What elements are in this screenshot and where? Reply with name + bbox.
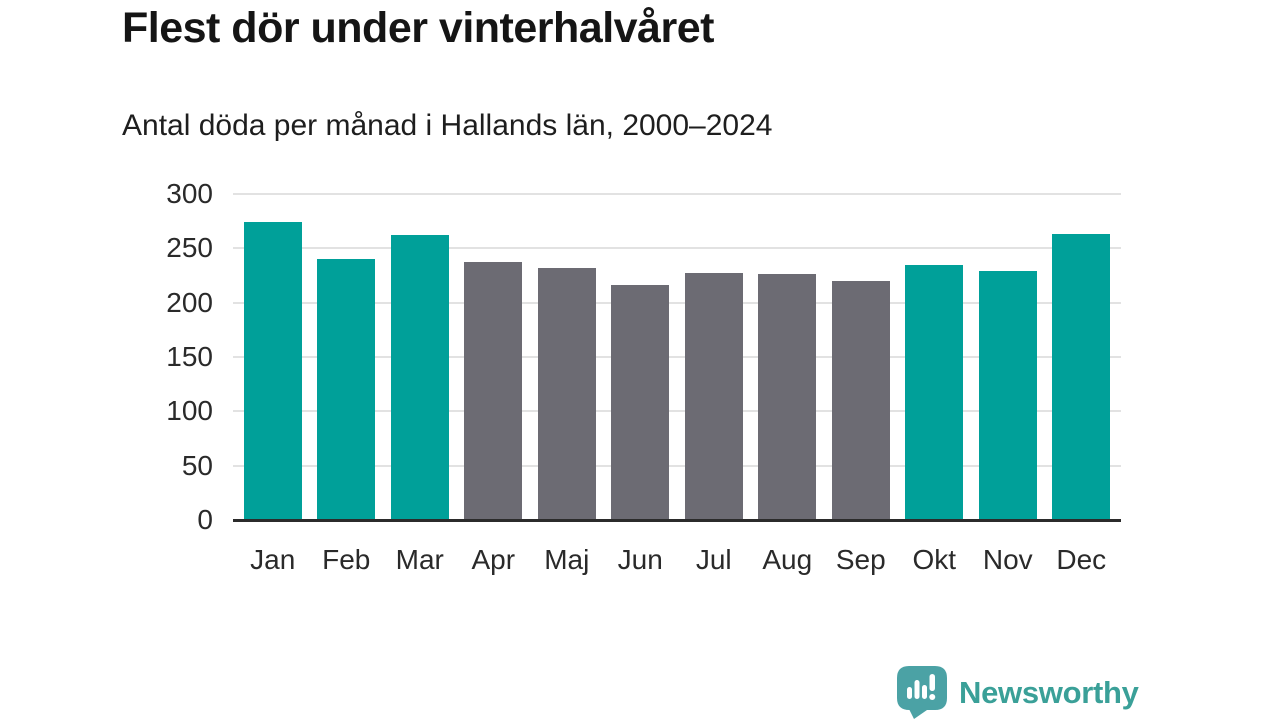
x-tick-label-okt: Okt: [912, 544, 957, 575]
x-tick-label-apr: Apr: [471, 544, 516, 575]
x-tick-label-jul: Jul: [695, 544, 732, 575]
x-tick-label-mar: Mar: [395, 544, 444, 575]
y-tick-label-250: 250: [166, 232, 213, 264]
bar-sep: [831, 280, 890, 520]
gridline-250: [233, 247, 1121, 250]
x-tick-label-jan: Jan: [250, 544, 296, 575]
chart-subtitle: Antal döda per månad i Hallands län, 200…: [122, 109, 773, 142]
newsworthy-logo: Newsworthy: [897, 666, 1139, 719]
bar-okt: [905, 264, 964, 520]
x-tick-label-jun: Jun: [617, 544, 663, 575]
x-tick-label-nov: Nov: [982, 544, 1033, 575]
bar-mar: [390, 235, 449, 520]
newsworthy-icon: [897, 666, 947, 719]
x-tick-label-feb: Feb: [322, 544, 371, 575]
bar-jul: [684, 273, 743, 520]
gridline-300: [233, 193, 1121, 195]
newsworthy-wordmark: Newsworthy: [959, 674, 1139, 710]
y-tick-label-50: 50: [181, 449, 213, 481]
y-tick-label-150: 150: [166, 341, 213, 372]
gridline-50: [233, 464, 1121, 467]
bar-apr: [464, 262, 523, 520]
y-tick-label-100: 100: [166, 395, 213, 427]
x-tick-label-sep: Sep: [835, 544, 886, 575]
x-tick-label-maj: Maj: [544, 544, 590, 575]
bar-nov: [978, 271, 1037, 520]
bar-jun: [611, 285, 670, 520]
bar-jan: [243, 222, 302, 520]
y-tick-label-300: 300: [166, 178, 213, 209]
y-tick-label-0: 0: [197, 504, 213, 535]
gridline-150: [233, 356, 1121, 358]
x-axis-line: [233, 519, 1121, 522]
chart-title: Flest dör under vinterhalvåret: [122, 4, 714, 52]
x-tick-label-aug: Aug: [762, 544, 813, 575]
gridline-200: [233, 301, 1121, 304]
bar-aug: [758, 274, 817, 520]
gridline-100: [233, 410, 1121, 413]
bar-feb: [317, 259, 376, 520]
y-tick-label-200: 200: [166, 286, 213, 318]
bar-maj: [537, 267, 596, 520]
x-tick-label-dec: Dec: [1056, 544, 1107, 575]
bar-dec: [1052, 234, 1111, 520]
